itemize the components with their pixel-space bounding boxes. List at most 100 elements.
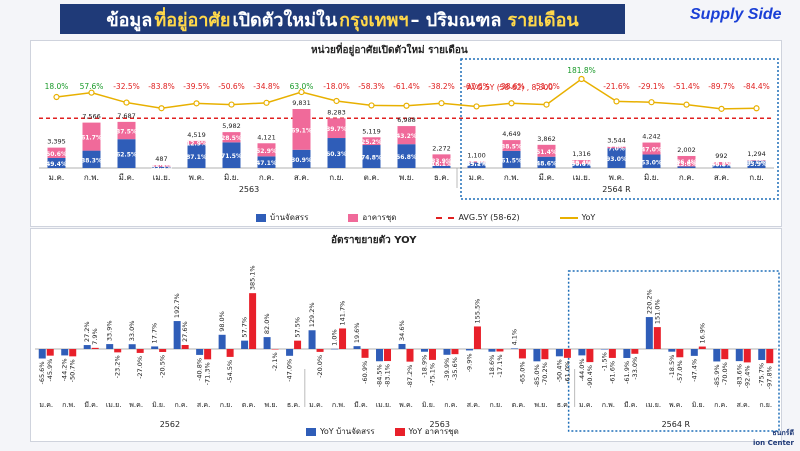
x-tick-label: มี.ค.: [624, 401, 638, 409]
bar-condo: [152, 165, 171, 167]
label-yoy-condo: -71.3%: [204, 362, 212, 385]
label-yoy-house: -50.4%: [555, 359, 563, 382]
label-yoy: -38.6%: [498, 82, 525, 91]
bar-yoy-condo: [69, 349, 77, 357]
label-yoy-house: -9.9%: [465, 353, 473, 372]
x-tick-label: ส.ค.: [294, 173, 309, 182]
label-yoy-house: -44.2%: [61, 358, 69, 381]
label-yoy: -32.5%: [113, 82, 140, 91]
label-condo-share: 14.9%: [466, 160, 487, 167]
label-yoy-condo: -92.4%: [743, 365, 751, 388]
label-condo-share: 50.6%: [46, 151, 67, 158]
bottom-chart-svg: -65.6% -45.9% ม.ค. -44.2% -50.7% ก.พ. 27.2% 7.9…: [35, 265, 780, 432]
yoy-point: [473, 103, 480, 110]
label-total: 3,544: [607, 137, 626, 145]
bar-yoy-house: [713, 349, 721, 362]
bar-condo: [47, 147, 66, 158]
label-condo-share: 61.7%: [81, 135, 102, 142]
bar-yoy-house: [443, 349, 451, 355]
label-yoy-house: 192.7%: [173, 293, 181, 318]
bar-yoy-house: [128, 344, 136, 349]
bar-yoy-house: [241, 340, 249, 349]
bar-condo: [397, 126, 416, 145]
label-house-share: 49.2%: [711, 161, 732, 168]
label-house-share: 62.5%: [116, 152, 137, 159]
x-tick-label: ม.ค.: [579, 401, 593, 409]
bar-condo: [537, 144, 556, 157]
yoy-point: [53, 93, 60, 101]
label-yoy-condo: -57.0%: [676, 360, 684, 383]
yoy-point: [228, 101, 235, 108]
label-yoy-house: 19.6%: [353, 323, 361, 344]
legend-yoy-condo-label: YoY อาคารชุด: [408, 427, 459, 436]
title-text-4: กรุงเทพฯ: [339, 9, 409, 31]
bar-condo: [222, 132, 241, 143]
avg-label: AVG.5Y (58-62) , 8,300: [467, 83, 553, 92]
bar-condo: [467, 161, 486, 163]
bottom-chart-title: อัตราขยายตัว YOY: [331, 235, 417, 246]
x-tick-label: พ.ค.: [129, 401, 143, 409]
bar-yoy-condo: [249, 293, 257, 349]
bar-yoy-house: [218, 334, 226, 349]
yoy-point: [123, 99, 130, 106]
x-tick-label: เม.ย.: [106, 401, 122, 409]
x-tick-label: ก.ค.: [444, 401, 457, 409]
legend-avg-swatch: [436, 216, 455, 219]
label-yoy-condo: -50.7%: [69, 359, 77, 382]
bar-condo: [572, 160, 591, 165]
label-total: 1,316: [572, 150, 591, 158]
label-yoy: -34.8%: [253, 82, 280, 91]
bar-yoy-condo: [541, 349, 549, 360]
label-yoy-house: -47.0%: [286, 359, 294, 382]
yoy-point: [613, 98, 620, 105]
label-condo-share: 25.2%: [361, 139, 382, 146]
label-yoy: -21.6%: [603, 82, 630, 91]
bar-condo: [677, 155, 696, 167]
label-yoy: -84.4%: [743, 82, 770, 91]
x-tick-label: ก.ย.: [490, 401, 503, 409]
bar-yoy-house: [196, 349, 204, 355]
label-yoy-house: -18.6%: [488, 355, 496, 378]
label-yoy-house: 1.0%: [331, 329, 339, 346]
bar-condo: [642, 142, 661, 155]
x-tick-label: ก.ค.: [714, 401, 727, 409]
label-yoy-house: 27.2%: [83, 321, 91, 342]
bar-house: [152, 166, 171, 168]
label-house-share: 85.1%: [466, 161, 487, 168]
bar-yoy-house: [758, 349, 766, 360]
label-yoy-house: 33.9%: [106, 320, 114, 341]
bar-yoy-condo: [159, 349, 167, 352]
label-condo-share: 47.0%: [641, 147, 662, 154]
x-tick-label: มิ.ย.: [692, 401, 705, 409]
label-condo-share: 49.4%: [571, 160, 592, 167]
x-tick-label: ก.ค.: [259, 173, 274, 182]
bar-yoy-house: [173, 321, 181, 349]
x-tick-label: ต.ค.: [512, 401, 526, 409]
label-house-share: 61.5%: [501, 157, 522, 164]
bar-yoy-house: [61, 349, 69, 356]
title-banner: ข้อมูล ที่อยู่อาศัย เปิดตัวใหม่ใน กรุงเท…: [60, 4, 625, 34]
x-tick-label: พ.ค.: [399, 401, 413, 409]
bottom-legend: YoY บ้านจัดสรร YoY อาคารชุด: [306, 425, 459, 438]
x-tick-label: ก.ย.: [220, 401, 233, 409]
x-tick-label: มี.ค.: [354, 401, 368, 409]
label-yoy: -61.4%: [393, 82, 420, 91]
label-house-share: 38.3%: [81, 157, 102, 164]
label-yoy-condo: -90.4%: [586, 365, 594, 388]
bar-yoy-house: [623, 349, 631, 358]
yoy-point: [263, 99, 270, 106]
label-yoy-house: 98.0%: [218, 311, 226, 332]
label-total: 9,831: [292, 99, 311, 107]
yoy-point: [753, 105, 760, 112]
label-total: 4,121: [257, 133, 276, 141]
bar-yoy-house: [578, 349, 586, 356]
label-yoy-condo: 57.5%: [294, 317, 302, 338]
bar-yoy-condo: [518, 349, 526, 359]
label-condo-share: 83.9%: [431, 158, 452, 165]
label-total: 6,988: [397, 116, 416, 124]
yoy-point: [508, 100, 515, 107]
label-yoy-house: 17.7%: [151, 323, 159, 344]
yoy-point: [88, 89, 95, 96]
label-condo-share: 69.1%: [291, 127, 312, 134]
label-yoy-house: -18.5%: [668, 355, 676, 378]
